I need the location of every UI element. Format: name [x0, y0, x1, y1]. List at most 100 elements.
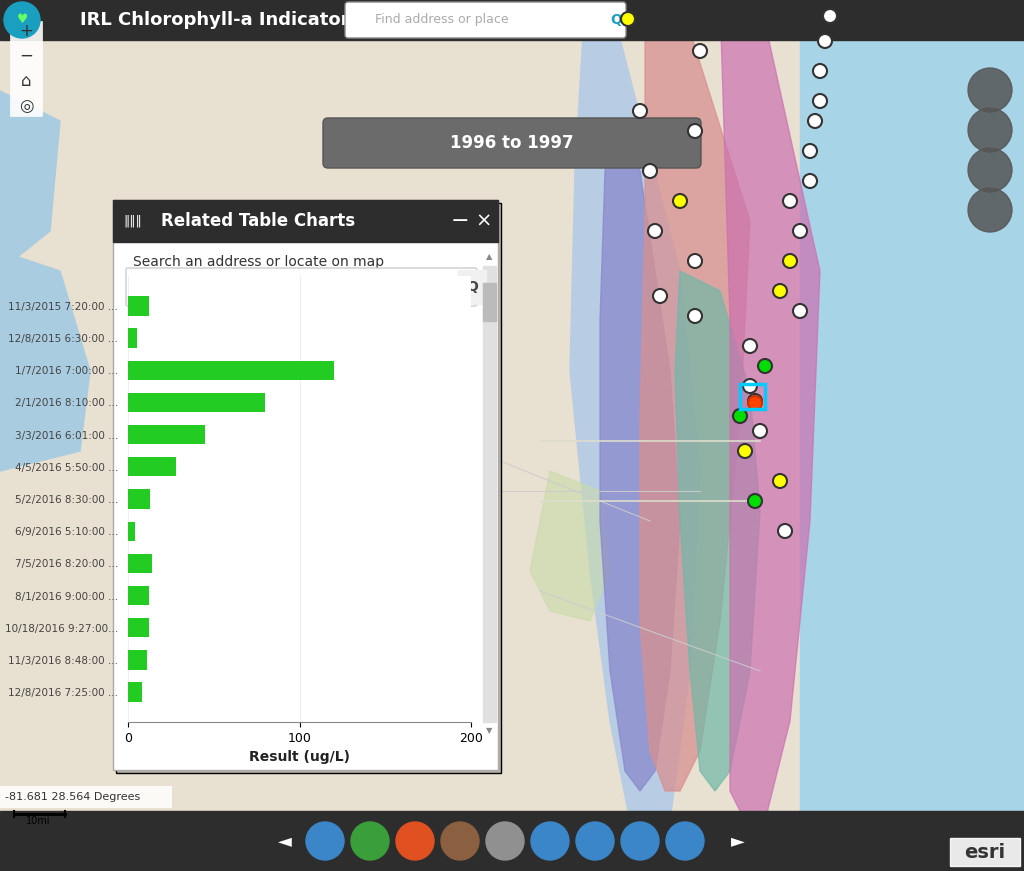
Bar — [128, 361, 334, 380]
Circle shape — [803, 174, 817, 188]
Polygon shape — [0, 91, 60, 271]
Polygon shape — [570, 0, 700, 841]
Bar — [128, 490, 151, 509]
Polygon shape — [720, 0, 820, 831]
Circle shape — [968, 68, 1012, 112]
Text: ▼: ▼ — [485, 726, 493, 735]
Text: −: − — [19, 47, 33, 65]
Bar — [483, 283, 496, 321]
Text: IRL Chlorophyll-a Indicator App: IRL Chlorophyll-a Indicator App — [80, 11, 395, 29]
Circle shape — [813, 64, 827, 78]
Circle shape — [968, 188, 1012, 232]
Bar — [128, 393, 265, 412]
Circle shape — [4, 2, 40, 38]
Circle shape — [673, 194, 687, 208]
FancyBboxPatch shape — [0, 786, 172, 808]
Circle shape — [621, 12, 635, 26]
Polygon shape — [530, 471, 610, 621]
Circle shape — [793, 304, 807, 318]
Bar — [128, 586, 148, 605]
Circle shape — [743, 339, 757, 353]
Bar — [128, 457, 176, 476]
Bar — [113, 200, 498, 242]
Circle shape — [648, 224, 662, 238]
Circle shape — [351, 822, 389, 860]
Text: -81.681 28.564 Degrees: -81.681 28.564 Degrees — [5, 792, 140, 802]
FancyBboxPatch shape — [116, 203, 501, 773]
Text: ‖‖‖: ‖‖‖ — [124, 214, 142, 227]
Text: 10mi: 10mi — [26, 816, 50, 826]
Circle shape — [486, 822, 524, 860]
Circle shape — [643, 164, 657, 178]
Text: ⌂: ⌂ — [20, 72, 32, 90]
Circle shape — [753, 424, 767, 438]
Circle shape — [743, 379, 757, 393]
Circle shape — [575, 822, 614, 860]
Bar — [128, 522, 135, 541]
Bar — [128, 328, 136, 348]
Circle shape — [748, 494, 762, 508]
Circle shape — [818, 34, 831, 48]
Circle shape — [773, 474, 787, 488]
Circle shape — [688, 309, 702, 323]
Circle shape — [808, 114, 822, 128]
Bar — [483, 266, 496, 722]
Text: ►: ► — [731, 832, 744, 850]
Text: ▲: ▲ — [485, 253, 493, 261]
Polygon shape — [675, 271, 760, 791]
Text: +: + — [19, 22, 33, 40]
Circle shape — [778, 524, 792, 538]
Circle shape — [666, 822, 705, 860]
Circle shape — [738, 444, 752, 458]
Circle shape — [633, 104, 647, 118]
Bar — [458, 270, 486, 304]
Text: esri: esri — [965, 842, 1006, 861]
FancyBboxPatch shape — [345, 2, 626, 38]
Circle shape — [531, 822, 569, 860]
Bar — [740, 384, 765, 409]
Circle shape — [693, 44, 707, 58]
Text: ♥: ♥ — [16, 13, 28, 26]
FancyBboxPatch shape — [323, 118, 701, 168]
Bar — [128, 682, 141, 702]
Circle shape — [306, 822, 344, 860]
Circle shape — [783, 194, 797, 208]
Text: 1996 to 1997: 1996 to 1997 — [451, 134, 573, 152]
Circle shape — [793, 224, 807, 238]
Text: Find address or place: Find address or place — [375, 13, 509, 26]
Circle shape — [653, 289, 667, 303]
Bar — [800, 0, 1024, 871]
Text: Related Table Charts: Related Table Charts — [161, 212, 355, 230]
Text: Q: Q — [610, 13, 622, 27]
Circle shape — [748, 394, 762, 408]
Circle shape — [783, 254, 797, 268]
Text: −: − — [451, 211, 469, 231]
Bar — [128, 651, 146, 670]
Bar — [950, 838, 1020, 866]
Circle shape — [688, 254, 702, 268]
Circle shape — [968, 108, 1012, 152]
Bar — [10, 21, 42, 116]
Text: Q: Q — [466, 280, 478, 294]
Polygon shape — [600, 121, 680, 791]
Circle shape — [748, 396, 762, 410]
Bar — [128, 296, 148, 315]
Polygon shape — [0, 251, 90, 471]
Circle shape — [803, 144, 817, 158]
Bar — [128, 554, 152, 573]
Circle shape — [968, 148, 1012, 192]
FancyBboxPatch shape — [113, 200, 498, 770]
Circle shape — [733, 409, 746, 423]
Circle shape — [688, 124, 702, 138]
Bar — [128, 618, 148, 638]
Text: ◎: ◎ — [18, 97, 33, 115]
Circle shape — [758, 359, 772, 373]
Circle shape — [621, 822, 659, 860]
Circle shape — [823, 9, 837, 23]
Circle shape — [773, 284, 787, 298]
Text: ◄: ◄ — [279, 832, 292, 850]
Polygon shape — [640, 0, 750, 791]
Circle shape — [441, 822, 479, 860]
Bar — [0, 0, 1024, 40]
Bar — [0, 811, 1024, 871]
